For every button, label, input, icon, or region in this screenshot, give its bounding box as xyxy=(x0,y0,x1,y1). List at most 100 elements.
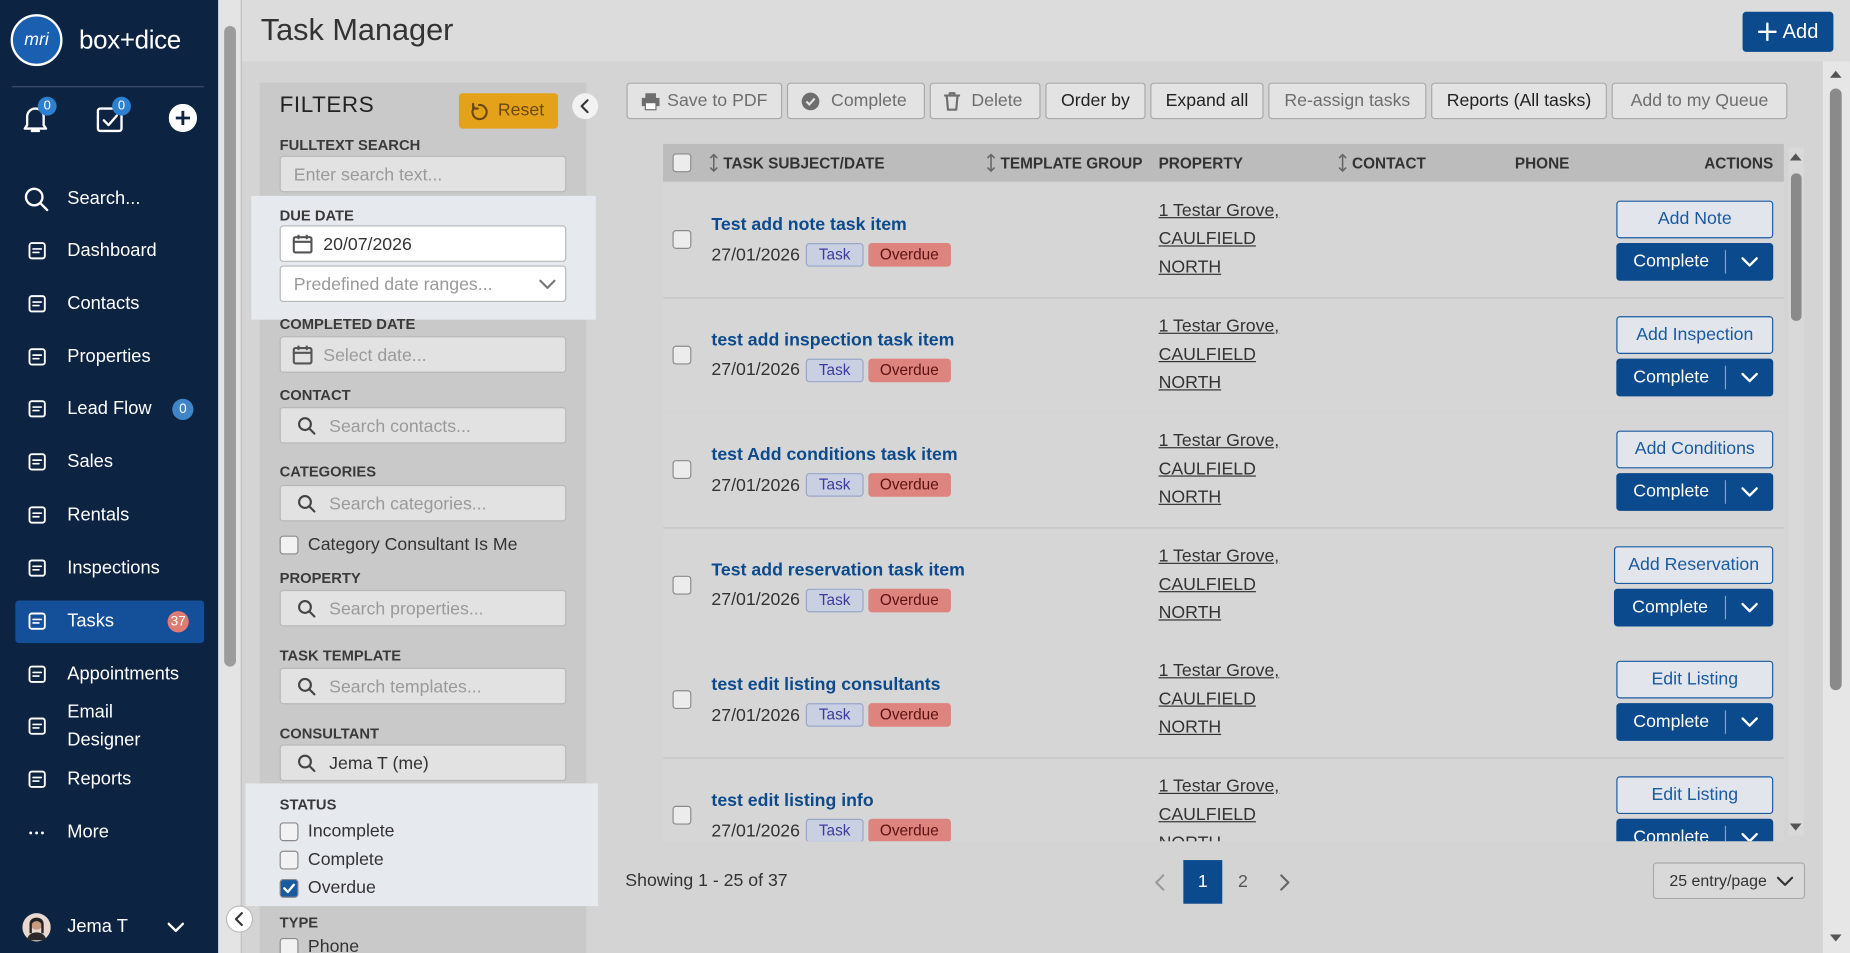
toolbar-button[interactable]: Add to my Queue xyxy=(1611,82,1788,120)
checkbox[interactable] xyxy=(279,822,299,842)
filter-input[interactable]: Predefined date ranges... xyxy=(279,265,567,303)
property-line[interactable]: 1 Testar Grove, xyxy=(1158,776,1280,797)
toolbar-button[interactable]: Re-assign tasks xyxy=(1268,82,1427,120)
toolbar-label: Save to PDF xyxy=(667,90,768,111)
complete-button[interactable]: Complete xyxy=(1616,358,1774,396)
complete-button[interactable]: Complete xyxy=(1616,818,1774,842)
task-subject[interactable]: test add inspection task item xyxy=(711,329,955,350)
filter-input[interactable]: 20/07/2026 xyxy=(279,225,567,262)
nav-item[interactable]: Reports xyxy=(67,769,132,790)
filter-input[interactable]: Jema T (me) xyxy=(279,744,567,782)
property-line[interactable]: NORTH xyxy=(1158,487,1222,508)
property-line[interactable]: CAULFIELD xyxy=(1158,804,1256,825)
property-line[interactable]: CAULFIELD xyxy=(1158,574,1256,595)
nav-item[interactable]: Email Designer xyxy=(67,701,141,751)
nav-item[interactable]: Sales xyxy=(67,451,114,472)
complete-button[interactable]: Complete xyxy=(1616,473,1774,512)
page-size-select[interactable]: 25 entry/page xyxy=(1652,862,1806,900)
column-header[interactable]: CONTACT xyxy=(1352,154,1426,173)
toolbar-button[interactable]: Expand all xyxy=(1150,82,1264,120)
icon-part xyxy=(283,883,295,894)
action-button[interactable]: Edit Listing xyxy=(1616,776,1774,815)
split-divider xyxy=(1724,595,1727,620)
column-header[interactable]: ACTIONS xyxy=(1704,154,1774,173)
nav-item[interactable]: Rentals xyxy=(67,504,130,526)
toolbar-button[interactable]: Complete xyxy=(786,82,925,120)
row-checkbox[interactable] xyxy=(672,805,692,825)
page-button[interactable]: 1 xyxy=(1183,860,1223,904)
nav-item[interactable]: Appointments xyxy=(67,664,180,685)
property-line[interactable]: NORTH xyxy=(1158,717,1222,738)
row-checkbox[interactable] xyxy=(672,690,692,710)
action-button[interactable]: Add Note xyxy=(1616,200,1774,239)
filter-input[interactable]: Enter search text... xyxy=(279,155,567,193)
property-line[interactable]: CAULFIELD xyxy=(1158,459,1256,480)
property-line[interactable]: CAULFIELD xyxy=(1158,689,1256,710)
property-line[interactable]: NORTH xyxy=(1158,257,1222,278)
property-line[interactable]: NORTH xyxy=(1158,372,1222,393)
toolbar-button[interactable]: Reports (All tasks) xyxy=(1431,82,1607,120)
user-name[interactable]: Jema T xyxy=(67,916,128,937)
property-line[interactable]: 1 Testar Grove, xyxy=(1158,546,1280,567)
icon-part xyxy=(175,110,190,126)
nav-item[interactable]: Tasks xyxy=(67,611,114,632)
row-checkbox[interactable] xyxy=(672,460,692,480)
nav-item[interactable]: Inspections xyxy=(67,558,160,579)
task-subject[interactable]: test edit listing info xyxy=(711,790,874,811)
column-header[interactable]: TEMPLATE GROUP xyxy=(1000,154,1143,173)
property-line[interactable]: CAULFIELD xyxy=(1158,344,1256,365)
complete-button[interactable]: Complete xyxy=(1616,243,1774,281)
checkbox[interactable] xyxy=(279,850,299,870)
toolbar-button[interactable]: Save to PDF xyxy=(626,82,783,120)
column-header[interactable]: TASK SUBJECT/DATE xyxy=(723,154,885,173)
filter-input[interactable]: Search categories... xyxy=(279,484,567,522)
action-button[interactable]: Add Reservation xyxy=(1614,546,1774,584)
checkbox[interactable] xyxy=(279,535,299,555)
property-line[interactable]: 1 Testar Grove, xyxy=(1158,200,1280,221)
add-button[interactable]: Add xyxy=(1742,11,1834,52)
checkbox[interactable] xyxy=(279,878,299,898)
column-header[interactable]: PHONE xyxy=(1514,154,1570,173)
toolbar-button[interactable]: Order by xyxy=(1045,82,1146,120)
action-button[interactable]: Add Conditions xyxy=(1616,430,1774,469)
filter-input[interactable]: Select date... xyxy=(279,336,567,373)
complete-button[interactable]: Complete xyxy=(1614,588,1774,627)
task-subject[interactable]: test Add conditions task item xyxy=(711,445,958,466)
filter-input[interactable]: Search templates... xyxy=(279,667,567,705)
icon-part xyxy=(1741,487,1758,497)
action-button[interactable]: Edit Listing xyxy=(1616,661,1774,699)
filter-input[interactable]: Search contacts... xyxy=(279,407,567,444)
nav-item[interactable]: Lead Flow xyxy=(67,398,152,419)
icon-part xyxy=(28,717,46,735)
reset-button[interactable]: Reset xyxy=(458,93,559,129)
row-checkbox[interactable] xyxy=(672,345,692,365)
select-all[interactable] xyxy=(672,153,692,173)
checkbox[interactable] xyxy=(279,937,299,953)
filter-input[interactable]: Search properties... xyxy=(279,589,567,627)
task-subject[interactable]: Test add note task item xyxy=(711,214,907,235)
property-line[interactable]: NORTH xyxy=(1159,829,1280,841)
split-divider xyxy=(1724,710,1727,735)
column-header[interactable]: PROPERTY xyxy=(1158,154,1243,173)
icon-part xyxy=(32,354,43,360)
row-checkbox[interactable] xyxy=(672,575,692,595)
property-line[interactable]: NORTH xyxy=(1158,602,1222,623)
property-line[interactable]: 1 Testar Grove, xyxy=(1158,315,1280,336)
task-subject[interactable]: Test add reservation task item xyxy=(711,560,965,581)
nav-item[interactable]: Properties xyxy=(67,346,151,367)
nav-item[interactable]: Dashboard xyxy=(67,240,157,261)
nav-item[interactable]: More xyxy=(67,822,109,843)
property-line[interactable]: CAULFIELD xyxy=(1158,228,1256,249)
row-checkbox[interactable] xyxy=(672,230,692,249)
page-button[interactable]: 2 xyxy=(1237,871,1248,892)
complete-button[interactable]: Complete xyxy=(1616,703,1774,742)
property-line[interactable]: 1 Testar Grove, xyxy=(1158,430,1280,451)
toolbar-button[interactable]: Delete xyxy=(929,82,1041,120)
nav-item[interactable]: Contacts xyxy=(67,293,140,314)
property-line[interactable]: 1 Testar Grove, xyxy=(1158,661,1280,682)
nav-item[interactable]: Search... xyxy=(67,188,141,209)
sidebar: mri box+dice 0 0 Search... Dashboard Contacts P… xyxy=(0,0,219,953)
complete-label: Complete xyxy=(1633,366,1710,387)
task-subject[interactable]: test edit listing consultants xyxy=(711,675,941,696)
action-button[interactable]: Add Inspection xyxy=(1616,315,1774,354)
